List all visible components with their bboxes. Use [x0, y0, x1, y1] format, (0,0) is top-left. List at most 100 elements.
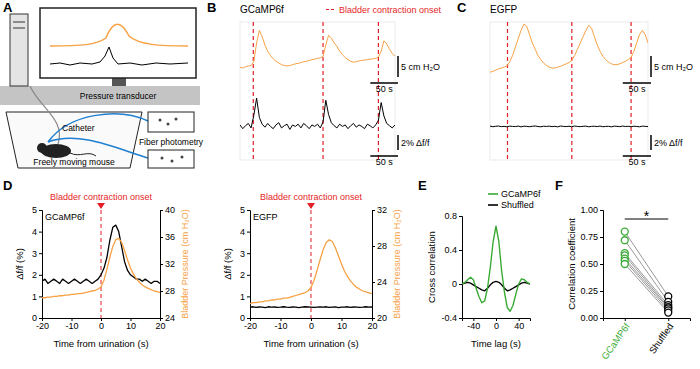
tick: 28 — [372, 241, 387, 251]
scale-bar-label: 50 s — [376, 157, 394, 167]
tick: 0 — [240, 313, 250, 323]
tick-label: 0 — [452, 279, 457, 289]
device-dot — [171, 160, 174, 163]
tick: 0.75 — [580, 232, 603, 242]
tick-label: -20 — [244, 321, 257, 331]
y-axis: 012345 — [240, 205, 251, 323]
tick: -0.4 — [441, 313, 462, 323]
tick: 24 — [372, 277, 387, 287]
chart-title: GCaMP6f — [45, 212, 85, 222]
tick-mark — [247, 253, 250, 254]
tick-mark — [247, 296, 250, 297]
device-box — [148, 150, 194, 168]
tick-label: 3 — [240, 249, 245, 259]
tick-label: 0 — [494, 321, 499, 331]
plot-area — [462, 226, 530, 311]
tick-label: 1 — [240, 292, 245, 302]
tick-label: 0.4 — [444, 245, 457, 255]
panel-label: E — [418, 178, 427, 193]
axis-line — [39, 211, 43, 319]
tick: 0 — [452, 279, 462, 289]
tick: -20 — [244, 318, 257, 331]
tower-detail — [13, 28, 25, 29]
plot-area — [240, 22, 395, 160]
tick-label: 0.75 — [580, 232, 598, 242]
fiber-line — [48, 114, 148, 142]
y2-axis: 2428323640 — [160, 205, 175, 323]
axis-title: Time from urination (s) — [53, 338, 148, 349]
legend-swatch — [326, 9, 336, 10]
data-line — [240, 30, 395, 68]
tick: 4 — [240, 227, 250, 237]
tick: 0 — [99, 318, 104, 331]
tick-label: 3 — [32, 249, 37, 259]
device-dot — [167, 123, 170, 126]
monitor — [40, 8, 196, 78]
scale-bar-label: 50 s — [376, 84, 394, 94]
axis-title: Δf/f (%) — [14, 248, 25, 280]
data-point — [665, 309, 672, 316]
tick: 32 — [160, 259, 175, 269]
label: Catheter — [62, 123, 95, 133]
tick: 4 — [32, 227, 42, 237]
cage — [6, 112, 142, 168]
device-dot — [161, 157, 164, 160]
chart: GCaMP6fShuffled0.000.250.500.751.00*FCor… — [555, 178, 691, 361]
tick-label: 4 — [32, 227, 37, 237]
panel-label: F — [555, 178, 563, 193]
tick-mark — [459, 216, 462, 217]
scale-bar-label: 5 cm H₂O — [401, 62, 440, 72]
scale-bar-label: 5 cm H₂O — [654, 62, 693, 72]
data-line — [625, 232, 669, 297]
tick-mark — [600, 291, 603, 292]
tick-mark — [459, 250, 462, 251]
tick: 1.00 — [580, 205, 603, 215]
tick-label: 2 — [240, 270, 245, 280]
data-line — [625, 253, 669, 305]
tick-label: 32 — [377, 205, 387, 215]
scale-bar-label: 2% Δf/f — [401, 138, 430, 148]
plot-frame — [240, 22, 395, 160]
tick-label: 10 — [337, 321, 347, 331]
tick-mark — [625, 318, 626, 321]
device-dot — [175, 118, 178, 121]
device-dot — [181, 156, 184, 159]
tick-mark — [600, 210, 603, 211]
tick: -20 — [36, 318, 49, 331]
plot-area — [621, 228, 671, 316]
tick-mark — [372, 210, 375, 211]
event-marker — [307, 203, 315, 209]
y-axis: 0.000.250.500.751.00 — [580, 205, 603, 323]
legend: GCaMP6fShuffled — [488, 189, 541, 210]
tick-mark — [39, 210, 42, 211]
tick: 10 — [337, 318, 347, 331]
tick-label: 0 — [99, 321, 104, 331]
tick-label: 32 — [165, 259, 175, 269]
data-line — [490, 24, 648, 72]
chart: -20-100102001234520242832Bladder contrac… — [222, 192, 402, 349]
event-line — [322, 22, 323, 160]
tick-label: 0.8 — [444, 211, 457, 221]
computer-tower — [10, 14, 28, 86]
axis-line — [161, 211, 164, 319]
data-point — [621, 261, 628, 268]
tick: GCaMP6f — [599, 318, 632, 361]
tick-label: 40 — [165, 205, 175, 215]
tick-label: 0.50 — [580, 259, 598, 269]
tick-label: 1.00 — [580, 205, 598, 215]
diagram: APressure transducerCatheterFreely movin… — [0, 0, 204, 168]
event-line — [253, 22, 254, 160]
tick-label: -20 — [36, 321, 49, 331]
scale-bar — [650, 56, 652, 77]
event-label: Bladder contraction onset — [50, 192, 153, 202]
device-box — [148, 112, 194, 132]
tick: 0.50 — [580, 259, 603, 269]
event-line — [101, 210, 102, 318]
axis-line — [459, 217, 463, 319]
tick: 24 — [160, 313, 175, 323]
tick-label: 0 — [309, 321, 314, 331]
x-axis: -20-1001020 — [244, 318, 378, 331]
x-axis: -40040 — [463, 318, 531, 331]
data-point — [621, 237, 628, 244]
tick-mark — [39, 318, 42, 319]
